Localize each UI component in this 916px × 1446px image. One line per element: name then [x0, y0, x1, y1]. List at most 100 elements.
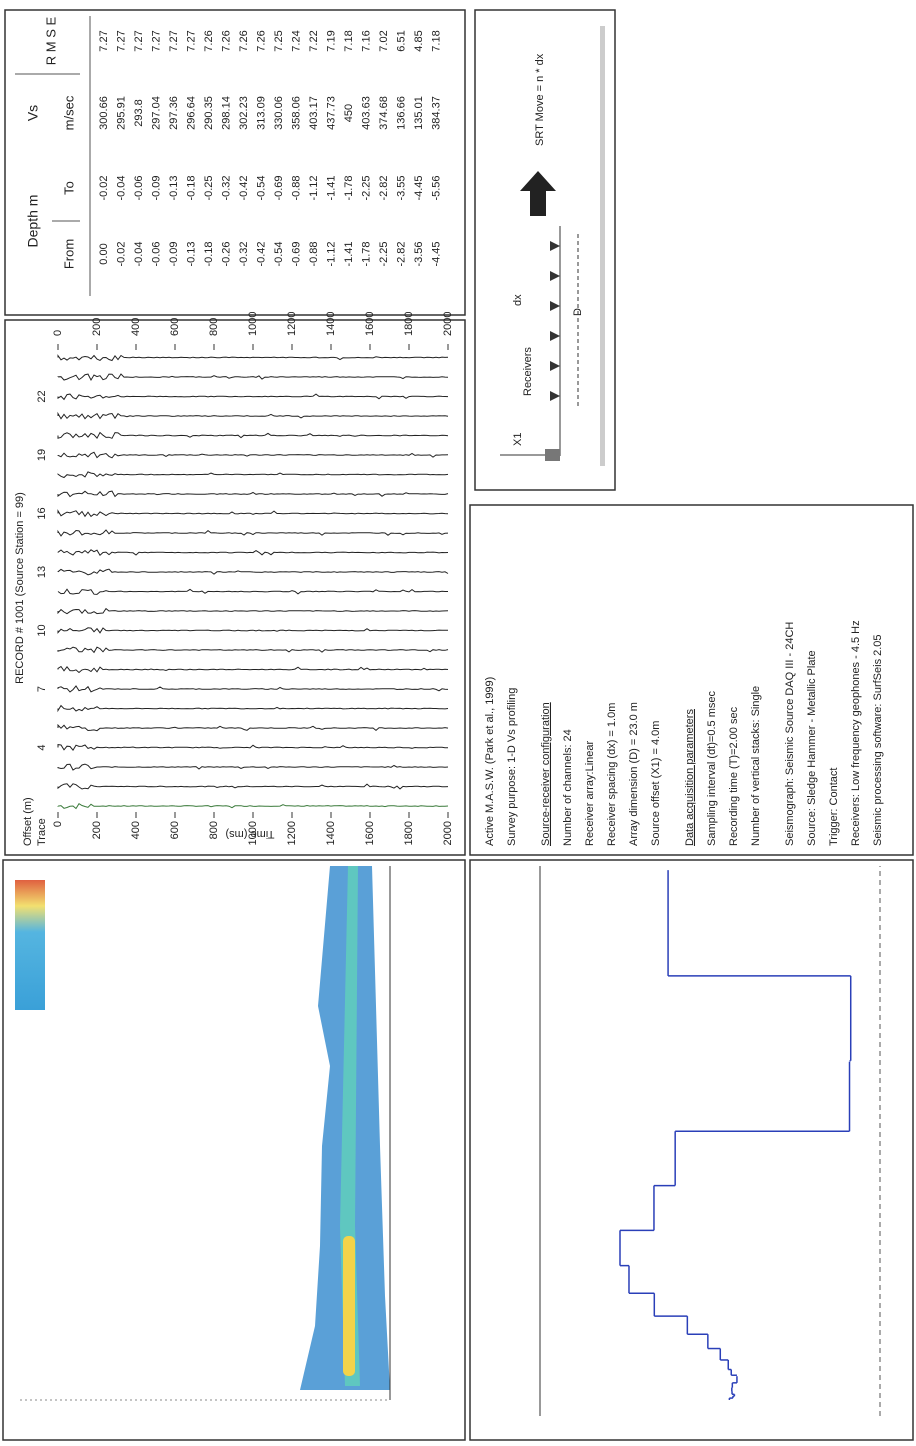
seismic-trace	[57, 607, 449, 615]
parameter-line: Source: Sledge Hammer - Metallic Plate	[806, 650, 818, 846]
parameters-panel	[469, 504, 914, 856]
table-cell: 136.66	[395, 96, 407, 130]
time-tick-label: 1000	[247, 312, 259, 336]
parameter-line: Active M.A.S.W. (Park et al., 1999)	[484, 677, 496, 846]
receivers-label: Receivers	[522, 347, 534, 396]
table-cell: -0.26	[220, 241, 232, 266]
time-tick-label: 2000	[442, 821, 454, 845]
table-cell: -0.88	[308, 241, 320, 266]
seismic-trace	[57, 411, 449, 420]
table-cell: 297.36	[168, 96, 180, 130]
table-cell: -0.04	[133, 241, 145, 266]
record-panel	[4, 319, 466, 856]
seismic-trace	[57, 509, 449, 518]
table-cell: -0.69	[273, 175, 285, 200]
time-tick-label: 1200	[286, 821, 298, 845]
parameter-line: Receiver array:Linear	[584, 741, 596, 846]
seismic-trace	[57, 627, 448, 634]
time-tick-label: 0	[52, 330, 64, 336]
table-cell: 330.06	[273, 96, 285, 130]
table-cell: 293.8	[133, 99, 145, 127]
table-cell: 7.16	[360, 30, 372, 51]
time-tick-label: 600	[169, 821, 181, 839]
parameter-line: Source offset (X1) = 4.0m	[650, 721, 662, 846]
seismic-trace	[57, 354, 449, 362]
table-header: Vs	[25, 105, 41, 121]
seismic-trace	[57, 588, 448, 595]
section-heading: Source-receiver configuration	[540, 702, 552, 846]
trace-tick-label: 19	[36, 449, 48, 461]
table-cell: -0.69	[290, 241, 302, 266]
table-cell: -0.13	[185, 241, 197, 266]
time-tick-label: 600	[169, 318, 181, 336]
time-tick-label: 800	[208, 318, 220, 336]
table-panel	[4, 9, 466, 316]
section-heading: Data acquisition parameters	[684, 709, 696, 846]
table-cell: 4.85	[413, 30, 425, 51]
table-cell: -0.54	[273, 241, 285, 266]
table-cell: 7.27	[115, 30, 127, 51]
geophone	[550, 331, 560, 341]
table-cell: -2.25	[378, 241, 390, 266]
seismic-trace	[57, 803, 449, 810]
table-cell: 298.14	[220, 96, 232, 130]
seismic-trace	[57, 490, 449, 498]
table-cell: 297.04	[150, 96, 162, 130]
table-cell: -0.32	[220, 175, 232, 200]
table-cell: 7.02	[378, 30, 390, 51]
table-cell: -0.13	[168, 175, 180, 200]
seismic-trace	[57, 783, 449, 790]
table-cell: -0.25	[203, 175, 215, 200]
time-tick-label: 800	[208, 821, 220, 839]
time-tick-label: 200	[91, 821, 103, 839]
parameter-line: Receiver spacing (dx) = 1.0m	[606, 703, 618, 846]
seismic-trace	[57, 665, 449, 674]
seismic-trace	[57, 646, 449, 654]
table-cell: 403.17	[308, 96, 320, 130]
table-cell: 7.26	[255, 30, 267, 51]
parameter-line: Sampling interval (dt)=0.5 msec	[706, 691, 718, 846]
table-cell: -1.12	[308, 175, 320, 200]
table-cell: -0.02	[115, 241, 127, 266]
seismic-trace	[57, 431, 449, 439]
table-cell: -0.18	[203, 241, 215, 266]
geophone	[550, 391, 560, 401]
time-tick-label: 200	[91, 318, 103, 336]
time-tick-label: 1400	[325, 312, 337, 336]
table-cell: 7.26	[220, 30, 232, 51]
parameter-line: Number of vertical stacks: Single	[750, 686, 762, 846]
dispersion-peak	[343, 1236, 355, 1376]
table-cell: -0.06	[150, 241, 162, 266]
table-cell: -1.41	[343, 241, 355, 266]
table-cell: 7.18	[430, 30, 442, 51]
parameter-line: Trigger: Contact	[828, 768, 840, 846]
table-cell: 7.25	[273, 30, 285, 51]
table-cell: -4.45	[413, 175, 425, 200]
table-cell: 403.63	[360, 96, 372, 130]
table-cell: 7.18	[343, 30, 355, 51]
table-cell: 135.01	[413, 96, 425, 130]
table-cell: -0.18	[185, 175, 197, 200]
trace-tick-label: 16	[36, 507, 48, 519]
table-cell: -4.45	[430, 241, 442, 266]
table-cell: -1.41	[325, 175, 337, 200]
table-cell: 296.64	[185, 96, 197, 130]
time-tick-label: 1600	[364, 312, 376, 336]
seismic-trace	[57, 529, 449, 537]
table-cell: -0.06	[133, 175, 145, 200]
seismic-trace	[57, 451, 449, 459]
seismic-trace	[57, 549, 449, 556]
offset-label: Offset (m)	[22, 797, 34, 846]
table-cell: 7.26	[203, 30, 215, 51]
time-tick-label: 1800	[403, 312, 415, 336]
x1-label: X1	[512, 433, 524, 446]
table-header: From	[61, 239, 76, 269]
table-cell: -2.25	[360, 175, 372, 200]
table-cell: 7.27	[133, 30, 145, 51]
time-tick-label: 400	[130, 318, 142, 336]
table-cell: 7.27	[185, 30, 197, 51]
table-cell: -0.32	[238, 241, 250, 266]
source-icon	[545, 449, 560, 461]
